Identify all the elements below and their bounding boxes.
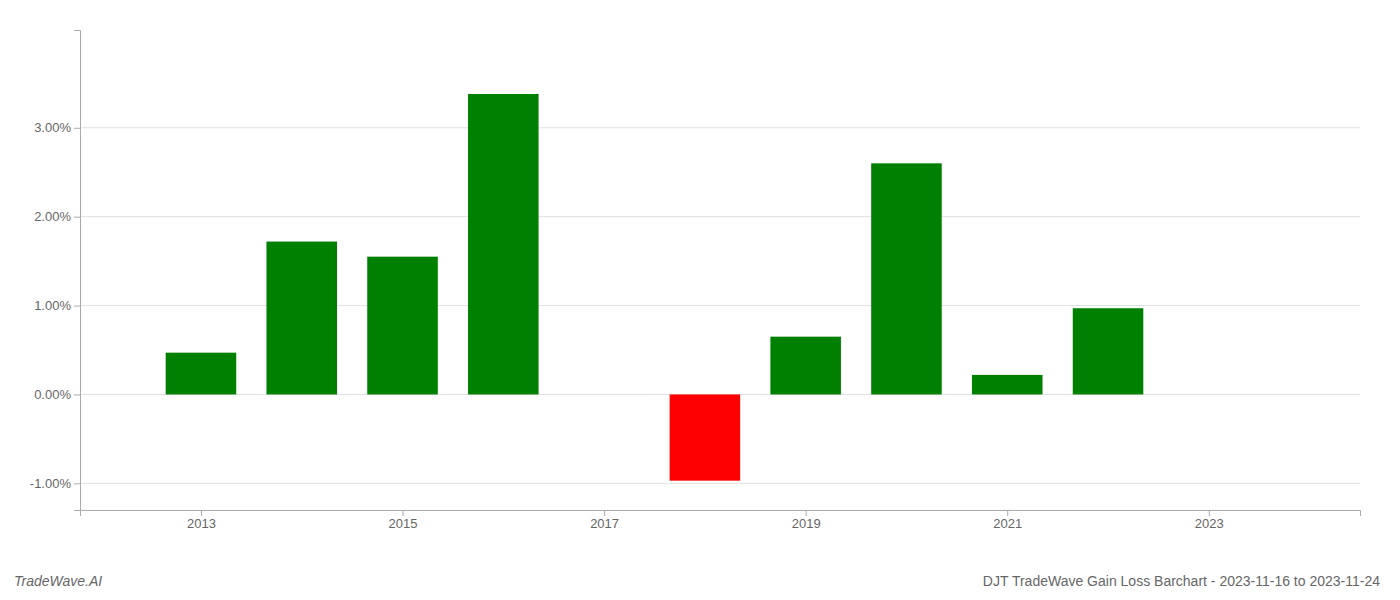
tick-label: 2.00% <box>34 209 71 224</box>
tick-mark <box>74 217 80 218</box>
tick-label: 1.00% <box>34 298 71 313</box>
tick-mark <box>74 483 80 484</box>
x-axis: 2013 2015 2017 2019 2021 2023 <box>81 510 1361 531</box>
bars <box>166 94 1144 481</box>
grid <box>80 128 1360 484</box>
tick-mark <box>74 394 80 395</box>
axis-line <box>74 31 81 511</box>
bar <box>266 242 337 395</box>
tick: 2013 <box>187 510 216 531</box>
tick-mark <box>201 510 202 516</box>
tick: 2019 <box>792 510 821 531</box>
bar <box>1174 394 1245 395</box>
bar <box>166 353 237 395</box>
tick-label: 3.00% <box>34 120 71 135</box>
bar <box>468 94 539 394</box>
grid-line <box>80 483 1360 484</box>
tick: 2021 <box>993 510 1022 531</box>
tick-mark <box>1007 510 1008 516</box>
bar <box>770 337 841 395</box>
tick-label: 2015 <box>389 516 418 531</box>
bar <box>972 375 1043 395</box>
tick-label: 0.00% <box>34 387 71 402</box>
tick: -1.00% <box>30 476 80 491</box>
tick: 1.00% <box>34 298 80 313</box>
bar <box>1073 308 1144 394</box>
grid-line <box>80 216 1360 217</box>
title: DJT TradeWave Gain Loss Barchart - 2023-… <box>983 573 1380 589</box>
tick-mark <box>806 510 807 516</box>
tick-mark <box>74 306 80 307</box>
tick-mark <box>604 510 605 516</box>
tick: 2015 <box>389 510 418 531</box>
bar <box>670 394 741 480</box>
tick-label: 2021 <box>993 516 1022 531</box>
tick-mark <box>74 128 80 129</box>
y-axis: -1.00% 0.00% 1.00% 2.00% 3.00% <box>30 31 81 511</box>
annotation: TradeWave.AI <box>14 573 102 589</box>
tick-label: 2023 <box>1195 516 1224 531</box>
bar <box>871 163 942 394</box>
tick-mark <box>403 510 404 516</box>
tick-label: -1.00% <box>30 476 72 491</box>
tick: 0.00% <box>34 387 80 402</box>
tick-label: 2017 <box>590 516 619 531</box>
chart: -1.00%0.00%1.00%2.00%3.00%20132015201720… <box>0 0 1400 600</box>
tick: 2.00% <box>34 209 80 224</box>
grid-line <box>80 127 1360 128</box>
tick-mark <box>1209 510 1210 516</box>
tick-label: 2019 <box>792 516 821 531</box>
tick: 3.00% <box>34 120 80 135</box>
tick: 2017 <box>590 510 619 531</box>
axis-line <box>81 511 1361 517</box>
tick-label: 2013 <box>187 516 216 531</box>
bar <box>367 257 438 395</box>
tick: 2023 <box>1195 510 1224 531</box>
